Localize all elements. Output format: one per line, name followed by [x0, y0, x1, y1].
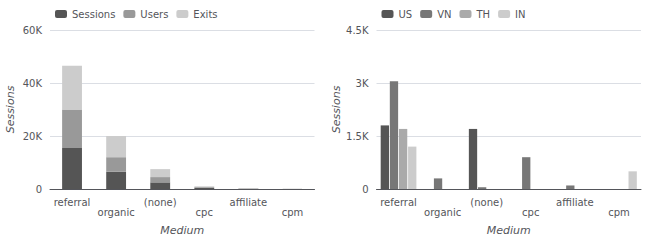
- svg-text:referral: referral: [54, 197, 91, 208]
- svg-text:20K: 20K: [23, 131, 43, 142]
- svg-text:US: US: [399, 9, 413, 20]
- svg-text:0: 0: [36, 184, 42, 195]
- svg-text:cpc: cpc: [522, 207, 539, 218]
- svg-text:Sessions: Sessions: [330, 85, 343, 133]
- svg-text:VN: VN: [437, 9, 451, 20]
- svg-text:1.5K: 1.5K: [346, 131, 369, 142]
- svg-text:cpm: cpm: [608, 207, 630, 218]
- svg-text:Users: Users: [140, 9, 168, 20]
- svg-text:4.5K: 4.5K: [346, 25, 369, 36]
- svg-text:60K: 60K: [23, 25, 43, 36]
- svg-text:Medium: Medium: [160, 224, 204, 237]
- svg-text:Sessions: Sessions: [4, 85, 17, 133]
- svg-text:cpc: cpc: [196, 207, 213, 218]
- svg-text:40K: 40K: [23, 78, 43, 89]
- svg-text:organic: organic: [98, 207, 135, 218]
- svg-text:0: 0: [362, 184, 368, 195]
- svg-text:3K: 3K: [356, 78, 369, 89]
- svg-text:Exits: Exits: [193, 9, 217, 20]
- svg-text:Medium: Medium: [487, 224, 531, 237]
- svg-text:referral: referral: [380, 197, 417, 208]
- svg-text:(none): (none): [144, 197, 177, 208]
- svg-text:(none): (none): [470, 197, 503, 208]
- svg-text:Sessions: Sessions: [72, 9, 115, 20]
- svg-text:affiliate: affiliate: [556, 197, 594, 208]
- svg-text:affiliate: affiliate: [230, 197, 268, 208]
- svg-text:TH: TH: [475, 9, 490, 20]
- svg-text:organic: organic: [424, 207, 461, 218]
- svg-text:IN: IN: [515, 9, 525, 20]
- svg-text:cpm: cpm: [282, 207, 304, 218]
